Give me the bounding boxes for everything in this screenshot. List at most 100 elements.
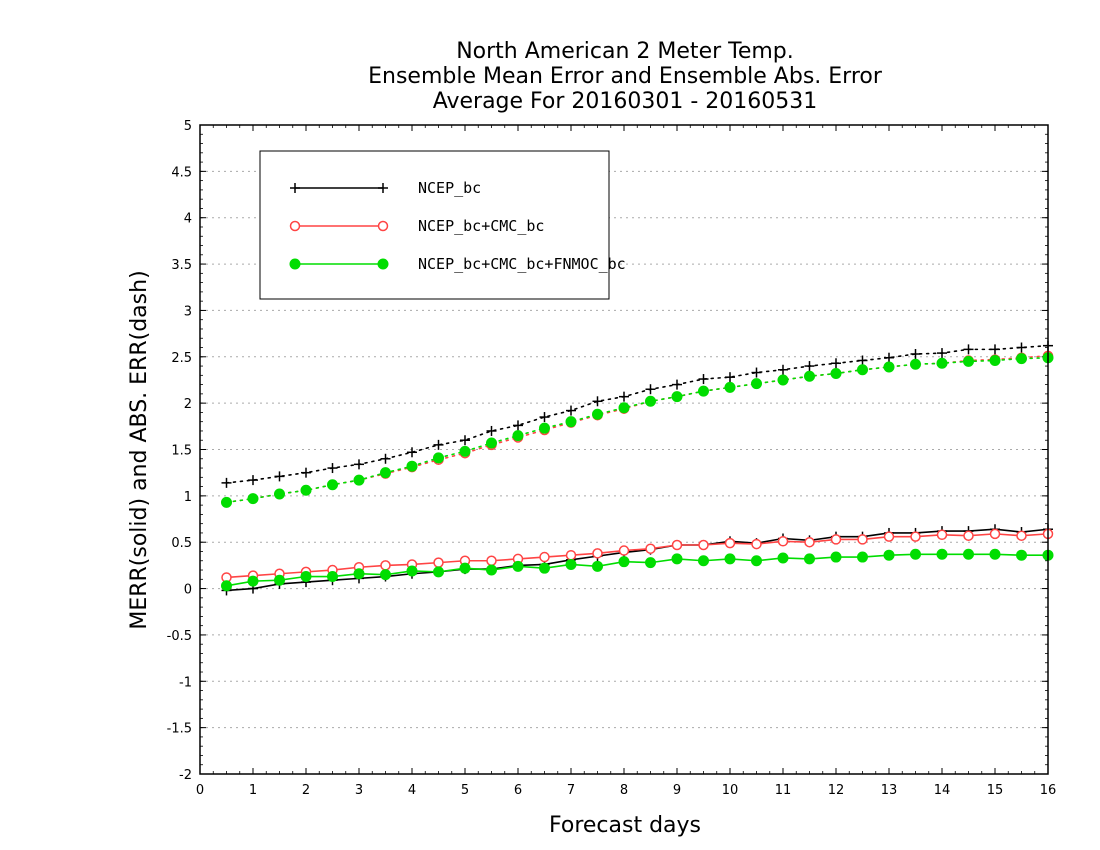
filled-circle-marker bbox=[539, 562, 550, 574]
legend: NCEP_bc NCEP_bc+CMC_bc NCEP_bc+CMC_bc+FNMO… bbox=[259, 150, 626, 300]
open-circle-marker bbox=[936, 529, 948, 541]
x-tick-label: 13 bbox=[881, 783, 898, 798]
filled-circle-marker bbox=[724, 381, 736, 393]
filled-circle-marker bbox=[353, 474, 365, 486]
series-lines bbox=[221, 340, 1054, 596]
series-NCEP_bc bbox=[221, 340, 1053, 596]
filled-circle-marker bbox=[1016, 549, 1027, 561]
legend-item: NCEP_bc+CMC_bc bbox=[289, 217, 544, 235]
filled-circle-marker bbox=[777, 374, 789, 386]
open-circle-marker bbox=[963, 530, 974, 541]
x-tick-label: 5 bbox=[461, 783, 469, 798]
y-tick-label: 5 bbox=[184, 119, 192, 134]
open-circle-marker bbox=[777, 536, 789, 547]
legend-item: NCEP_bc+CMC_bc+FNMOC_bc bbox=[289, 255, 626, 273]
x-tick-label: 14 bbox=[934, 783, 951, 798]
legend-label: NCEP_bc bbox=[418, 179, 481, 197]
open-circle-marker bbox=[645, 543, 656, 554]
x-tick-label: 2 bbox=[302, 783, 310, 798]
open-circle-marker bbox=[883, 531, 895, 542]
open-circle-marker bbox=[830, 534, 842, 545]
filled-circle-marker bbox=[963, 548, 974, 560]
filled-circle-marker bbox=[751, 555, 762, 567]
filled-circle-marker bbox=[380, 569, 391, 581]
y-tick-label: -1.5 bbox=[167, 722, 192, 737]
open-circle-marker bbox=[724, 537, 736, 549]
filled-circle-marker bbox=[221, 580, 232, 592]
filled-circle-marker bbox=[910, 548, 921, 560]
legend-label: NCEP_bc+CMC_bc+FNMOC_bc bbox=[418, 255, 626, 273]
filled-circle-marker bbox=[300, 484, 312, 496]
filled-circle-marker bbox=[671, 391, 683, 403]
legend-item: NCEP_bc bbox=[290, 179, 481, 197]
filled-circle-marker bbox=[724, 553, 736, 565]
filled-circle-marker bbox=[592, 560, 603, 572]
open-circle-marker bbox=[592, 548, 603, 559]
filled-circle-marker bbox=[512, 430, 524, 442]
filled-circle-marker bbox=[459, 562, 471, 574]
filled-circle-marker bbox=[565, 416, 577, 428]
x-tick-label: 16 bbox=[1040, 783, 1057, 798]
filled-circle-marker bbox=[698, 385, 709, 397]
legend-box bbox=[259, 150, 610, 300]
chart-title: North American 2 Meter Temp. Ensemble Me… bbox=[368, 39, 883, 114]
open-circle-marker bbox=[289, 220, 301, 232]
open-circle-marker bbox=[618, 545, 630, 556]
x-axis-label: Forecast days bbox=[549, 813, 701, 838]
filled-circle-marker bbox=[406, 565, 418, 577]
filled-circle-marker bbox=[486, 437, 497, 449]
legend-label: NCEP_bc+CMC_bc bbox=[418, 217, 544, 235]
y-tick-label: 4.5 bbox=[171, 165, 192, 180]
mean-error-line bbox=[226, 533, 1049, 579]
series-NCEP_bc+CMC_bc+FNMOC_bc bbox=[221, 352, 1054, 592]
x-tick-label: 7 bbox=[567, 783, 575, 798]
filled-circle-marker bbox=[777, 552, 789, 564]
filled-circle-marker bbox=[618, 402, 630, 414]
filled-circle-marker bbox=[592, 408, 603, 420]
filled-circle-marker bbox=[247, 575, 259, 587]
y-tick-label: 3 bbox=[184, 304, 192, 319]
axis-ticks: -2-1.5-1-0.500.511.522.533.544.550 1 2 3 4 5 6… bbox=[167, 119, 1057, 798]
filled-circle-marker bbox=[936, 357, 948, 369]
open-circle-marker bbox=[1016, 530, 1027, 541]
y-tick-label: 0.5 bbox=[171, 536, 192, 551]
filled-circle-marker bbox=[910, 358, 921, 370]
x-tick-label: 1 bbox=[249, 783, 257, 798]
abs-error-line bbox=[225, 356, 1049, 504]
filled-circle-marker bbox=[671, 553, 683, 565]
x-tick-label: 0 bbox=[196, 783, 204, 798]
filled-circle-marker bbox=[327, 571, 338, 583]
filled-circle-marker bbox=[883, 361, 895, 373]
x-tick-label: 3 bbox=[355, 783, 363, 798]
abs-error-line bbox=[225, 355, 1049, 504]
filled-circle-marker bbox=[433, 452, 444, 464]
x-tick-label: 9 bbox=[673, 783, 681, 798]
filled-circle-marker bbox=[698, 555, 709, 567]
x-tick-label: 10 bbox=[722, 783, 739, 798]
open-circle-marker bbox=[804, 536, 815, 548]
filled-circle-marker bbox=[486, 564, 497, 576]
filled-circle-marker bbox=[936, 548, 948, 560]
open-circle-marker bbox=[857, 534, 868, 545]
open-circle-marker bbox=[486, 555, 497, 567]
filled-circle-marker bbox=[274, 574, 285, 586]
y-tick-label: 0 bbox=[184, 583, 192, 598]
filled-circle-marker bbox=[963, 355, 974, 367]
y-tick-label: 3.5 bbox=[171, 258, 192, 273]
open-circle-marker bbox=[910, 531, 921, 542]
open-circle-marker bbox=[989, 528, 1001, 540]
y-axis-label: MERR(solid) and ABS. ERR(dash) bbox=[127, 270, 152, 629]
y-tick-label: -2 bbox=[179, 768, 192, 783]
filled-circle-marker bbox=[645, 557, 656, 569]
title-line-1: North American 2 Meter Temp. bbox=[456, 39, 794, 64]
filled-circle-marker bbox=[274, 488, 285, 500]
filled-circle-marker bbox=[247, 493, 259, 505]
filled-circle-marker bbox=[433, 566, 444, 578]
title-line-2: Ensemble Mean Error and Ensemble Abs. Er… bbox=[368, 64, 883, 89]
x-tick-label: 15 bbox=[987, 783, 1004, 798]
filled-circle-marker bbox=[857, 551, 868, 563]
filled-circle-marker bbox=[804, 370, 815, 382]
filled-circle-marker bbox=[989, 354, 1001, 366]
filled-circle-marker bbox=[857, 364, 868, 376]
mean-error-line bbox=[226, 553, 1048, 587]
